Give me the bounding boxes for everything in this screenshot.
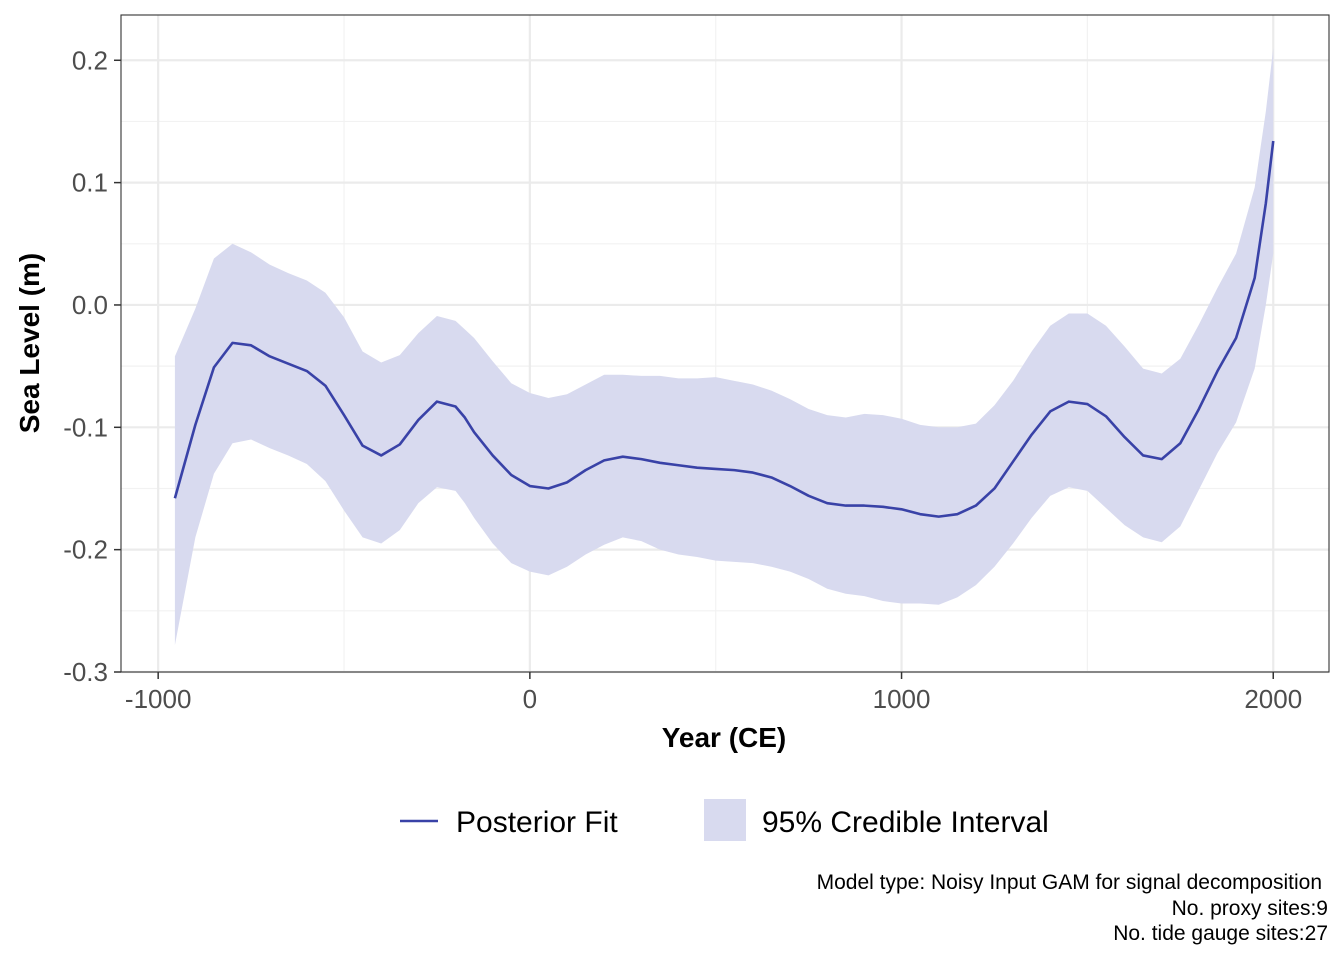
y-axis-title: Sea Level (m)	[14, 253, 45, 434]
x-axis-title: Year (CE)	[662, 722, 787, 753]
y-tick-label: 0.0	[72, 290, 108, 320]
y-axis: -0.3 -0.2 -0.1 0.0 0.1 0.2	[63, 45, 121, 687]
caption-model-type: Model type: Noisy Input GAM for signal d…	[817, 871, 1322, 894]
plot-panel	[120, 14, 1330, 674]
ribbon-layer	[174, 48, 1274, 646]
y-tick-label: 0.2	[72, 45, 108, 75]
legend: Posterior Fit 95% Credible Interval	[400, 799, 1049, 841]
caption: Model type: Noisy Input GAM for signal d…	[817, 871, 1328, 945]
x-tick-label: 2000	[1244, 684, 1302, 714]
y-tick-label: -0.3	[63, 657, 108, 687]
x-tick-label: -1000	[125, 684, 192, 714]
caption-proxy-sites: No. proxy sites:9	[1172, 897, 1328, 920]
legend-label-posterior-fit: Posterior Fit	[456, 806, 618, 839]
series-posterior-fit	[173, 140, 1275, 518]
series-credible-interval	[174, 48, 1274, 646]
x-tick-label: 1000	[873, 684, 931, 714]
x-axis: -1000 0 1000 2000	[125, 672, 1302, 714]
caption-tide-gauge-sites: No. tide gauge sites:27	[1113, 922, 1328, 945]
line-layer	[173, 140, 1275, 518]
x-tick-label: 0	[523, 684, 537, 714]
y-tick-label: -0.2	[63, 535, 108, 565]
y-tick-label: -0.1	[63, 412, 108, 442]
y-tick-label: 0.1	[72, 168, 108, 198]
legend-label-credible-interval: 95% Credible Interval	[762, 806, 1049, 839]
legend-key-credible-interval	[704, 799, 746, 841]
panel-border	[120, 14, 1330, 673]
